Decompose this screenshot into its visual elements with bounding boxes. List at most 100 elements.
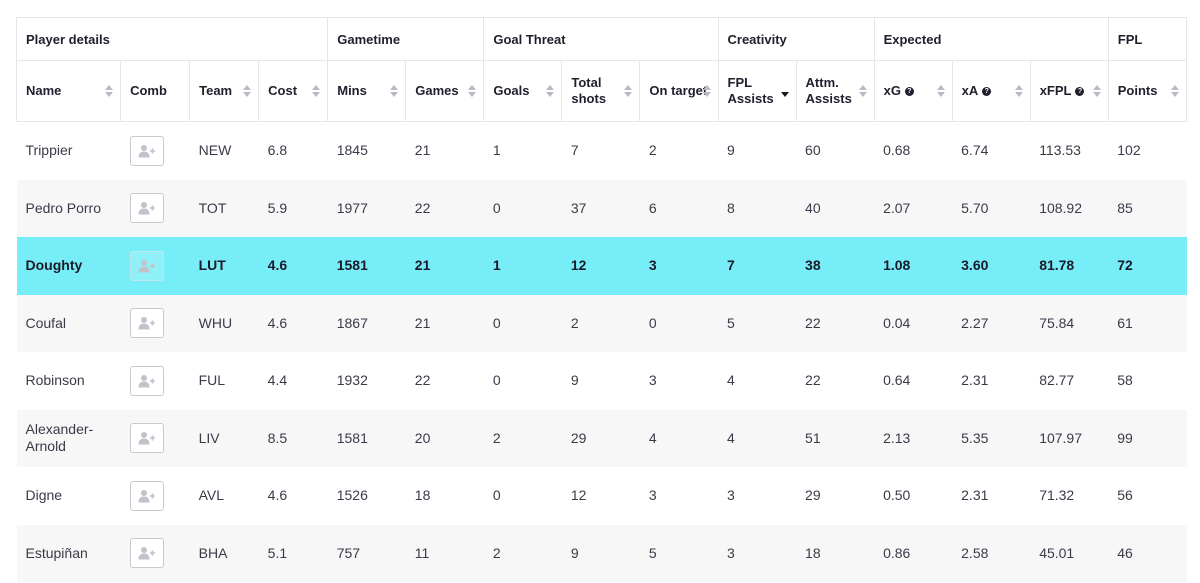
cell-shots: 9: [561, 524, 640, 582]
column-header-label: xA: [961, 83, 979, 98]
cell-attm-assists: 38: [796, 237, 875, 295]
sort-arrows-icon[interactable]: [243, 85, 252, 97]
cell-xa: 2.31: [961, 487, 989, 504]
comb-cell: [120, 524, 190, 582]
add-to-comb-button[interactable]: [129, 193, 164, 224]
group-header: Expected: [873, 17, 1109, 61]
cell-team: BHA: [189, 524, 259, 582]
sort-arrows-icon[interactable]: [1014, 85, 1023, 97]
sort-arrows-icon[interactable]: [390, 85, 399, 97]
cell-on-target: 4: [639, 409, 718, 467]
column-header[interactable]: FPL Assists: [717, 60, 797, 122]
cell-xg: 0.86: [874, 524, 953, 582]
column-header[interactable]: Games: [405, 60, 485, 122]
column-header[interactable]: On target: [639, 60, 719, 122]
cell-attm-assists: 22: [796, 294, 875, 352]
add-to-comb-button[interactable]: [129, 423, 164, 454]
cell-games: 11: [405, 524, 484, 582]
cell-goals: 0: [492, 372, 501, 389]
help-circle-icon[interactable]: ?: [904, 87, 914, 97]
table-row[interactable]: Robinson FUL 4.4 1932 22 0 9 3 4 22 0.64 2.31 82.77 5…: [17, 352, 1187, 410]
column-header[interactable]: Team: [189, 60, 260, 122]
sort-arrows-icon[interactable]: [624, 85, 633, 97]
cell-points: 72: [1108, 237, 1187, 295]
add-user-icon: [138, 374, 155, 388]
cell-name: Doughty: [16, 237, 121, 295]
cell-xa: 5.70: [952, 179, 1031, 237]
cell-attm-assists: 60: [805, 142, 821, 159]
cell-goals: 1: [492, 142, 501, 159]
comb-cell: [120, 294, 190, 352]
cell-attm-assists: 22: [805, 372, 821, 389]
sort-ascending-icon: [858, 85, 867, 90]
cell-cost: 4.4: [267, 372, 288, 389]
cell-mins: 1581: [327, 409, 406, 467]
sort-arrows-icon[interactable]: [936, 85, 945, 97]
group-header: Player details: [15, 17, 329, 61]
add-to-comb-button[interactable]: [129, 538, 164, 569]
column-header[interactable]: xG?: [873, 60, 953, 122]
column-header[interactable]: Attm. Assists: [795, 60, 875, 122]
sort-descending-icon: [546, 92, 555, 97]
cell-on-target: 0: [639, 294, 718, 352]
player-stats-table: Player details Gametime Goal Threat Creativ…: [15, 17, 1188, 582]
add-to-comb-button[interactable]: [129, 480, 164, 511]
column-header-label: Points: [1117, 83, 1158, 98]
table-row[interactable]: Estupiñan BHA 5.1 757 11 2 9 5 3 18 0.86 2.58 45.01 4…: [16, 524, 1187, 582]
cell-fpl-assists: 8: [718, 179, 797, 237]
sort-arrows-icon[interactable]: [858, 85, 867, 97]
cell-xa: 2.31: [961, 372, 989, 389]
cell-mins: 1845: [336, 142, 368, 159]
sort-arrows-icon[interactable]: [1171, 85, 1179, 97]
sort-descending-icon: [702, 92, 711, 97]
cell-on-target: 5: [639, 524, 718, 582]
column-header[interactable]: Mins: [327, 60, 407, 122]
column-header[interactable]: Goals: [483, 60, 563, 122]
cell-mins: 1932: [336, 372, 368, 389]
cell-on-target: 3: [648, 487, 657, 504]
cell-xfpl: 82.77: [1039, 372, 1075, 389]
sort-arrows-icon[interactable]: [780, 85, 789, 97]
table-row[interactable]: Doughty LUT 4.6 1581 21 1 12 3 7 38 1.08 3.60 81.78 7…: [16, 237, 1187, 295]
column-header[interactable]: xFPL?: [1029, 60, 1109, 122]
cell-xg: 0.68: [883, 142, 911, 159]
add-to-comb-button[interactable]: [129, 135, 164, 166]
add-user-icon: [138, 547, 155, 560]
sort-ascending-icon: [936, 85, 945, 90]
add-user-icon: [138, 489, 155, 503]
cell-xa: 2.27: [952, 294, 1031, 352]
table-row[interactable]: Pedro Porro TOT 5.9 1977 22 0 37 6 8 40 2.07 5.70 10…: [16, 179, 1187, 237]
table-row[interactable]: Coufal WHU 4.6 1867 21 0 2 0 5 22 0.04 2.27 75.84 61: [16, 294, 1187, 352]
cell-fpl-assists: 5: [718, 294, 797, 352]
add-to-comb-button[interactable]: [129, 308, 164, 339]
sort-arrows-icon[interactable]: [546, 85, 555, 97]
add-to-comb-button[interactable]: [129, 250, 164, 281]
sort-arrows-icon[interactable]: [468, 85, 477, 97]
column-header[interactable]: Cost: [258, 60, 329, 122]
cell-team: WHU: [189, 294, 259, 352]
sort-arrows-icon[interactable]: [702, 85, 711, 97]
cell-name: Robinson: [25, 372, 85, 389]
column-header[interactable]: Total shots: [561, 60, 641, 122]
cell-name: Coufal: [16, 294, 121, 352]
column-header[interactable]: Points: [1107, 60, 1188, 122]
comb-cell: [120, 237, 190, 295]
sort-arrows-icon[interactable]: [312, 85, 321, 97]
sort-arrows-icon[interactable]: [105, 85, 114, 97]
sort-descending-icon: [468, 92, 477, 97]
sort-arrows-icon[interactable]: [1092, 85, 1101, 97]
cell-shots: 29: [561, 409, 640, 467]
add-to-comb-button[interactable]: [129, 365, 164, 396]
help-circle-icon[interactable]: ?: [1075, 87, 1085, 97]
cell-mins: 1977: [327, 179, 406, 237]
table-row[interactable]: Digne AVL 4.6 1526 18 0 12 3 3 29 0.50 2.31 71.32 56: [17, 467, 1187, 525]
cell-shots: 9: [570, 372, 579, 389]
column-header[interactable]: Name: [15, 60, 122, 122]
sort-ascending-icon: [243, 85, 252, 90]
cell-fpl-assists: 9: [727, 142, 735, 159]
table-row[interactable]: Trippier NEW 6.8 1845 21 1 7 2 9 60 0.68 6.74 113.53…: [17, 122, 1187, 180]
help-circle-icon[interactable]: ?: [982, 87, 992, 97]
table-row[interactable]: Alexander-Arnold LIV 8.5 1581 20 2 29 4 4 51 2.13 5…: [16, 409, 1187, 467]
column-header[interactable]: xA?: [951, 60, 1031, 122]
cell-xa: 2.58: [952, 524, 1031, 582]
